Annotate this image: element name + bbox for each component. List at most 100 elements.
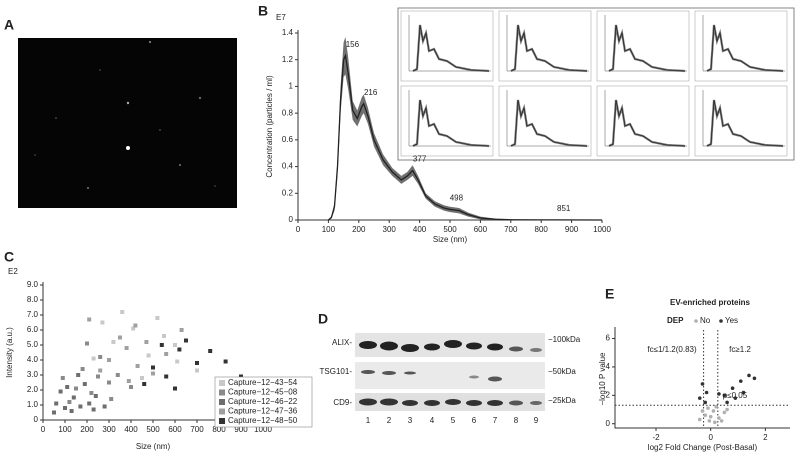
x-tick-label: 900 — [234, 425, 248, 434]
legend-box — [214, 376, 313, 428]
lane-label: 4 — [430, 416, 435, 425]
point — [65, 385, 70, 389]
point — [741, 390, 746, 395]
legend-swatch — [219, 418, 225, 424]
point — [78, 404, 83, 409]
lane-label: 7 — [493, 416, 498, 425]
peak-label: 498 — [450, 193, 464, 202]
point — [146, 353, 151, 358]
legend-title: DEP — [667, 316, 684, 325]
x-tick-label: 700 — [190, 425, 204, 434]
y-tick-label: 1.4 — [282, 28, 294, 37]
axis-exponent: E7 — [276, 13, 286, 22]
annotation: p≤0.05 — [723, 391, 748, 400]
point — [722, 410, 727, 415]
point — [173, 386, 177, 391]
y-tick-label: 9.0 — [27, 280, 39, 289]
annotation: fc≤1/1.2(0.83) — [647, 345, 697, 354]
point — [697, 396, 702, 400]
y-tick-label: 0 — [34, 415, 39, 424]
peak-label: 156 — [346, 40, 360, 49]
x-tick-label: 600 — [168, 425, 182, 434]
y-tick-label: 1.0 — [27, 400, 39, 409]
point — [713, 420, 717, 425]
point — [98, 368, 103, 373]
legend-label: Capture−12−45−08 — [228, 388, 298, 397]
point — [707, 419, 712, 423]
x-tick-label: 300 — [102, 425, 116, 434]
point — [717, 416, 721, 420]
panel-label: A — [4, 17, 14, 33]
lane-label: 6 — [472, 416, 477, 425]
point — [93, 394, 98, 398]
point — [738, 379, 743, 383]
y-tick-label: 8.0 — [27, 295, 39, 304]
point — [102, 404, 107, 409]
point — [129, 385, 133, 389]
inset-plots — [397, 7, 795, 161]
legend-marker — [719, 319, 723, 323]
x-tick-label: 900 — [565, 225, 579, 234]
y-tick-label: 0.6 — [282, 135, 294, 144]
x-tick-label: 400 — [124, 425, 138, 434]
legend-swatch — [219, 399, 225, 405]
point — [76, 373, 81, 377]
point — [120, 310, 125, 314]
y-axis-label: Concentration (particles / ml) — [265, 75, 274, 178]
chart-title: EV-enriched proteins — [670, 298, 751, 307]
y-tick-label: 4.0 — [27, 355, 39, 364]
error-band — [328, 37, 602, 220]
point — [722, 393, 727, 398]
point — [173, 343, 177, 347]
lane-label: 8 — [514, 416, 519, 425]
x-tick-label: 700 — [504, 225, 518, 234]
y-tick-label: 1 — [289, 82, 294, 91]
point — [118, 335, 122, 340]
point — [133, 323, 138, 328]
axis-line — [614, 327, 790, 429]
lane-label: 3 — [408, 416, 413, 425]
y-axis-label: −log10 P value — [598, 352, 607, 406]
y-tick-label: 0.8 — [282, 108, 294, 117]
point — [60, 376, 65, 380]
blot-row-label: CD9- — [333, 398, 352, 407]
point — [730, 386, 735, 391]
lane-label: 2 — [387, 416, 392, 425]
point — [700, 409, 705, 413]
x-tick-label: 200 — [80, 425, 94, 434]
legend-label: Yes — [725, 316, 738, 325]
point — [706, 406, 710, 410]
point — [725, 407, 729, 412]
point — [700, 382, 705, 386]
point — [135, 364, 140, 368]
point — [98, 355, 103, 359]
annotation: fc≥1.2 — [729, 345, 751, 354]
point — [164, 352, 169, 356]
point — [87, 317, 92, 322]
peak-label: 851 — [557, 204, 571, 213]
point — [111, 340, 116, 344]
legend-label: Capture−12−48−50 — [228, 416, 298, 425]
point — [747, 373, 751, 378]
x-tick-label: 2 — [763, 433, 768, 442]
point — [733, 396, 738, 400]
point — [703, 413, 708, 418]
x-tick-label: 100 — [58, 425, 72, 434]
x-tick-label: 0 — [41, 425, 46, 434]
axis-exponent: E2 — [8, 267, 18, 276]
point — [91, 407, 96, 412]
blot-marker-label: −100kDa — [548, 335, 581, 344]
point — [184, 338, 188, 343]
point — [126, 379, 131, 383]
point — [223, 359, 228, 364]
x-tick-label: 800 — [212, 425, 226, 434]
point — [74, 386, 78, 391]
point — [711, 409, 716, 413]
point — [131, 326, 136, 331]
blot-row-label: TSG101- — [320, 367, 353, 376]
point — [714, 404, 718, 409]
x-tick-label: 0 — [708, 433, 713, 442]
legend-marker — [694, 319, 698, 323]
blot-marker-label: −25kDa — [548, 396, 576, 405]
